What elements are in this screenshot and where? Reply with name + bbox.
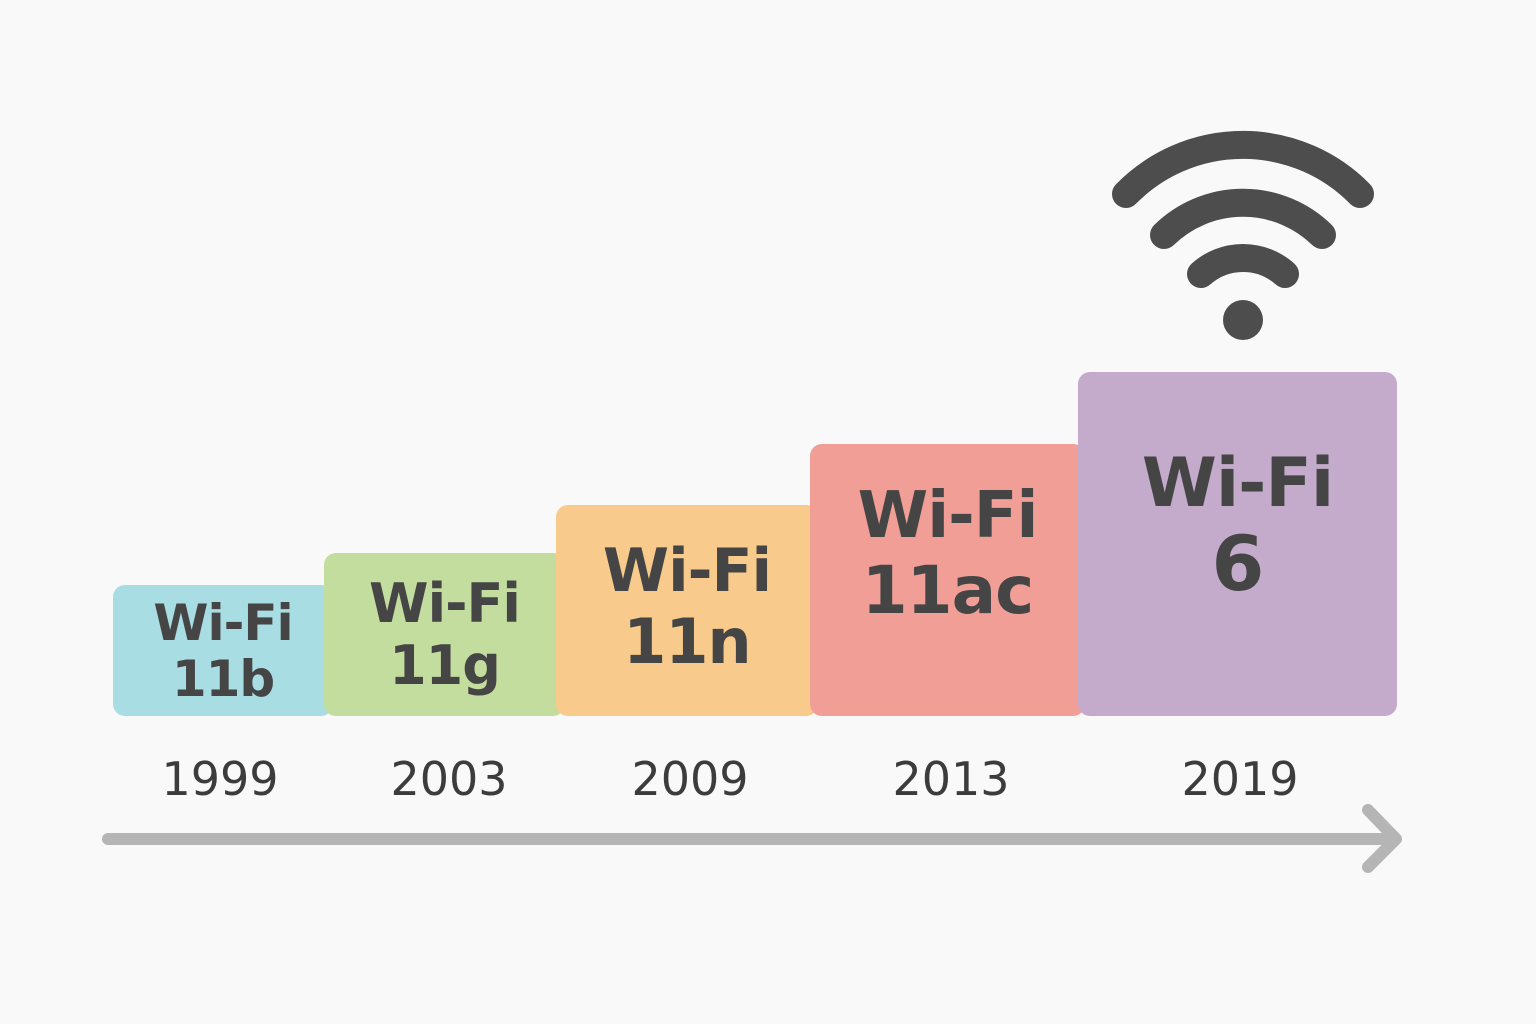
wifi-icon	[1112, 131, 1374, 340]
box-version: 6	[1211, 519, 1265, 608]
generation-box-11b: Wi-Fi 11b	[113, 585, 333, 716]
box-version: 11n	[623, 605, 751, 678]
year-label-2019: 2019	[1181, 752, 1299, 806]
box-name: Wi-Fi	[153, 593, 293, 652]
generation-box-11ac: Wi-Fi 11ac	[810, 444, 1085, 716]
year-label-1999: 1999	[161, 752, 279, 806]
year-label-2013: 2013	[892, 752, 1010, 806]
box-name: Wi-Fi	[1141, 444, 1334, 523]
generation-box-11n: Wi-Fi 11n	[556, 505, 818, 716]
generation-box-6: Wi-Fi 6	[1078, 372, 1397, 716]
box-version: 11b	[171, 649, 275, 708]
box-name: Wi-Fi	[857, 479, 1039, 553]
year-label-2003: 2003	[390, 752, 508, 806]
box-name: Wi-Fi	[369, 572, 521, 635]
box-name: Wi-Fi	[602, 536, 772, 606]
year-label-2009: 2009	[631, 752, 749, 806]
generation-box-11g: Wi-Fi 11g	[324, 553, 565, 716]
box-version: 11ac	[861, 552, 1035, 629]
timeline-arrow	[102, 804, 1402, 873]
box-version: 11g	[389, 634, 501, 697]
